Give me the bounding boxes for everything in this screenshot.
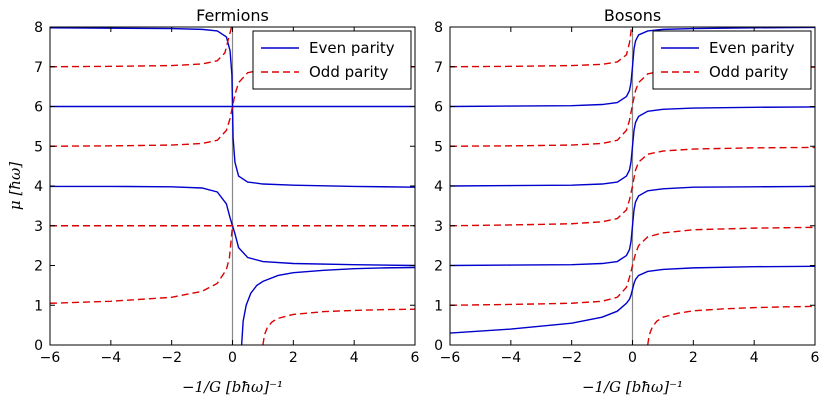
bosons-legend-label-even: Even parity [709,39,795,57]
fermions-ytick-label: 7 [34,60,43,76]
fermions-series-odd-7 [50,225,234,304]
bosons-ytick-label: 7 [434,60,443,76]
fermions-legend-label-odd: Odd parity [309,63,389,81]
bosons-legend-label-odd: Odd parity [709,63,789,81]
fermions-series-odd-4 [50,27,233,68]
fermions-legend-label-even: Even parity [309,39,395,57]
bosons-xtick-label: 4 [750,350,759,366]
fermions-xtick-label: 4 [350,350,359,366]
bosons-series-even-1 [450,185,815,267]
bosons-ytick-label: 0 [434,338,443,354]
fermions-xlabel: −1/G [bħω]⁻¹ [182,378,283,396]
fermions-legend: Even parity Odd parity [252,30,412,90]
bosons-xtick-label: 6 [811,350,820,366]
fermions-ytick-label: 8 [34,20,43,36]
fermions-legend-box [252,30,412,90]
fermions-series-even-3 [240,266,415,345]
bosons-series-even-3 [450,27,815,108]
fermions-xtick-label: −6 [40,350,61,366]
bosons-ytick-label: 6 [434,100,443,116]
fermions-series-odd-8 [262,308,415,345]
fermions-panel: −6 −4 −2 0 2 4 6 0 1 2 3 4 5 6 7 8 Fermions −1/G [bħω]⁻¹ μ… [6,6,420,396]
fermions-xtick-label: 6 [411,350,420,366]
bosons-series-odd-4 [450,27,633,68]
fermions-ytick-label: 1 [34,298,43,314]
fermions-xtick-label: −2 [161,350,182,366]
fermions-ytick-label: 3 [34,219,43,235]
fermions-ytick-label: 4 [34,179,43,195]
bosons-ytick-label: 2 [434,259,443,275]
bosons-series-odd-6 [450,146,815,227]
fermions-xtick-label: 0 [228,350,237,366]
bosons-xtick-label: −2 [561,350,582,366]
fermions-ytick-label: 5 [34,139,43,155]
bosons-panel: −6 −4 −2 0 2 4 6 0 1 2 3 4 5 6 7 8 Bosons −1/G [bħω]⁻¹ Eve… [434,6,819,396]
bosons-ytick-label: 4 [434,179,443,195]
bosons-ytick-label: 3 [434,219,443,235]
fermions-title: Fermions [196,6,269,25]
bosons-series-even-0 [450,265,815,334]
bosons-ytick-label: 5 [434,139,443,155]
fermions-xtick-label: −4 [101,350,122,366]
fermions-xtick-label: 2 [289,350,298,366]
fermions-ytick-label: 2 [34,259,43,275]
fermions-ylabel: μ [ħω] [6,162,24,210]
bosons-ytick-label: 1 [434,298,443,314]
fermions-ytick-label: 6 [34,100,43,116]
fermions-ytick-label: 0 [34,338,43,354]
bosons-xtick-label: −6 [440,350,461,366]
bosons-xlabel: −1/G [bħω]⁻¹ [582,378,683,396]
bosons-xtick-label: 0 [628,350,637,366]
bosons-legend-box [652,30,812,90]
bosons-xtick-label: −4 [501,350,522,366]
bosons-xtick-label: 2 [689,350,698,366]
bosons-series-odd-7 [450,226,815,306]
bosons-series-odd-8 [647,305,815,345]
bosons-ytick-label: 8 [434,20,443,36]
bosons-series-even-2 [450,106,815,187]
bosons-title: Bosons [604,6,661,25]
bosons-legend: Even parity Odd parity [652,30,812,90]
